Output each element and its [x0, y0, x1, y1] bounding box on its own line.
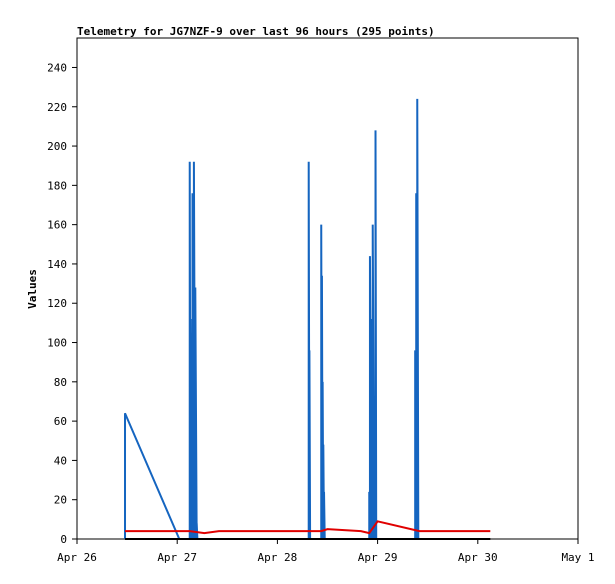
y-tick-label: 100 — [47, 337, 67, 350]
y-tick-label: 200 — [47, 140, 67, 153]
x-tick-label: Apr 28 — [258, 551, 298, 564]
y-tick-label: 80 — [54, 376, 67, 389]
y-tick-label: 160 — [47, 219, 67, 232]
y-tick-label: 40 — [54, 454, 67, 467]
y-tick-label: 240 — [47, 61, 67, 74]
y-tick-label: 0 — [60, 533, 67, 546]
y-tick-label: 60 — [54, 415, 67, 428]
plot-frame — [76, 37, 579, 540]
x-axis: Apr 26 Apr 27 Apr 28 Apr 29 Apr 30 May 1 — [57, 539, 595, 564]
x-tick-label: Apr 26 — [57, 551, 97, 564]
y-tick-label: 220 — [47, 101, 67, 114]
y-tick-label: 180 — [47, 179, 67, 192]
x-tick-label: Apr 30 — [458, 551, 498, 564]
y-tick-label: 20 — [54, 494, 67, 507]
y-axis: 0 20 40 60 80 100 120 140 160 180 200 220 240 — [47, 61, 77, 546]
x-tick-label: May 1 — [561, 551, 594, 564]
x-tick-label: Apr 27 — [157, 551, 197, 564]
series-layer — [124, 98, 491, 540]
y-tick-label: 120 — [47, 297, 67, 310]
series-line-2 — [125, 520, 491, 535]
y-axis-label: Values — [26, 269, 39, 309]
x-tick-label: Apr 29 — [358, 551, 398, 564]
series-line-1 — [124, 98, 420, 540]
chart-title: Telemetry for JG7NZF-9 over last 96 hour… — [77, 25, 435, 38]
y-tick-label: 140 — [47, 258, 67, 271]
